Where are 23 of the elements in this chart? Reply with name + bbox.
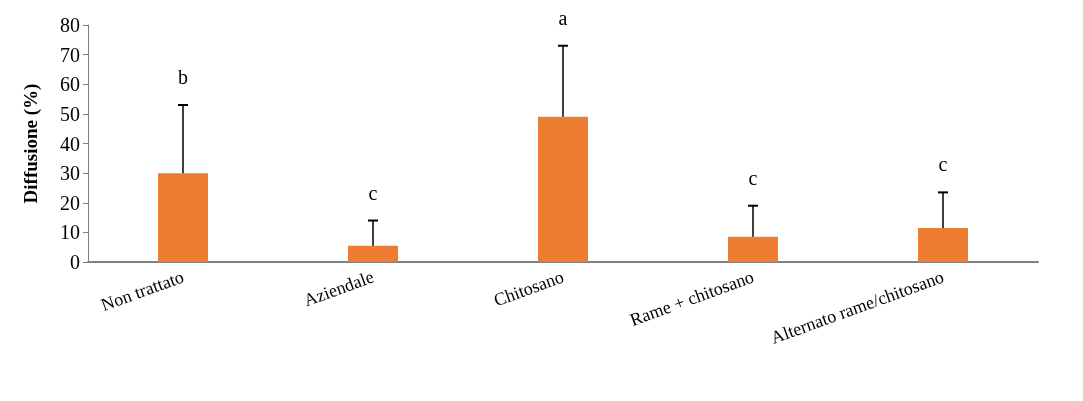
bar [158, 173, 208, 262]
y-tick-label: 30 [60, 162, 80, 185]
y-tick-label: 70 [60, 43, 80, 66]
x-tick-label: Rame + chitosano [627, 266, 757, 330]
bar [918, 227, 968, 262]
x-tick-label: Non trattato [98, 266, 187, 315]
y-axis-title: Diffusione (%) [20, 83, 42, 204]
y-tick-label: 10 [60, 221, 80, 244]
y-tick-label: 20 [60, 191, 80, 214]
y-tick-label: 80 [60, 14, 80, 36]
y-tick-label: 60 [60, 73, 80, 96]
y-tick-label: 50 [60, 102, 80, 125]
bar [538, 116, 588, 262]
annotation: b [178, 65, 188, 88]
bar [728, 236, 778, 262]
bar [348, 245, 398, 262]
annotation: c [368, 181, 378, 204]
annotation: a [558, 6, 568, 29]
x-tick-label: Chitosano [490, 266, 567, 311]
annotation: c [748, 166, 758, 189]
y-tick-label: 40 [60, 132, 80, 155]
annotation: c [938, 153, 948, 176]
y-tick-label: 0 [70, 251, 80, 273]
